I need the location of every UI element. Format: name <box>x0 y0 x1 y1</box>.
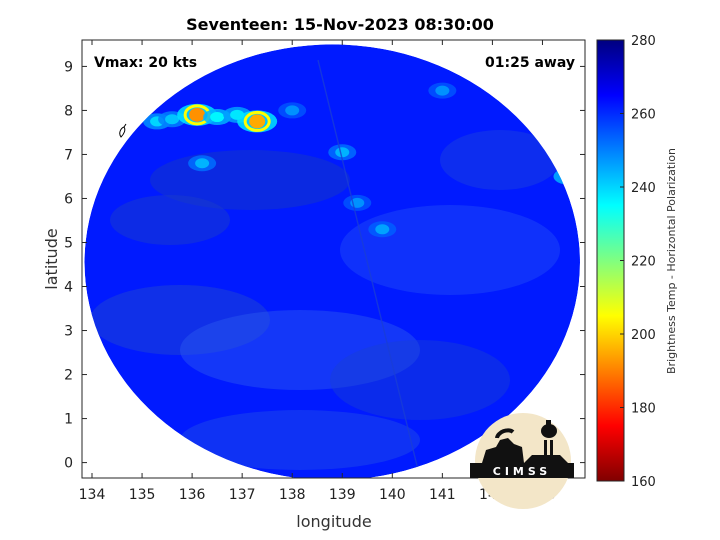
storm-track-marker-icon <box>119 123 127 138</box>
convective-features <box>143 82 580 238</box>
x-tick-label: 134 <box>79 487 106 503</box>
y-tick-label: 9 <box>64 59 73 75</box>
x-axis-label: longitude <box>296 512 371 531</box>
feature-core <box>189 107 206 122</box>
y-tick-label: 6 <box>64 191 73 207</box>
y-tick-label: 7 <box>64 147 73 163</box>
colorbar-tick-label: 280 <box>631 34 656 49</box>
y-tick-label: 0 <box>64 456 73 472</box>
feature-core <box>249 114 266 129</box>
colorbar <box>596 39 625 482</box>
colorbar-tick-label: 260 <box>631 108 656 123</box>
feature-core <box>210 112 225 123</box>
colorbar-ticks: 280 260 240 220 200 180 160 <box>620 34 656 490</box>
swath-seam <box>317 59 421 478</box>
feature-core <box>165 114 180 125</box>
x-tick-label: 137 <box>229 487 256 503</box>
colorbar-tick-label: 240 <box>631 181 656 196</box>
feature-core <box>375 224 390 235</box>
y-tick-label: 8 <box>64 103 73 119</box>
chart-title: Seventeen: 15-Nov-2023 08:30:00 <box>186 15 494 34</box>
axes-frame <box>81 39 586 479</box>
feature-core-ring <box>243 110 271 132</box>
y-tick-label: 4 <box>64 280 73 296</box>
colorbar-tick-label: 200 <box>631 328 656 343</box>
y-tick-label: 3 <box>64 324 73 340</box>
feature-core <box>435 85 450 96</box>
feature-core <box>335 147 350 158</box>
time-away-annotation: 01:25 away <box>485 55 575 71</box>
y-tick-label: 2 <box>64 368 73 384</box>
colorbar-tick-label: 220 <box>631 255 656 270</box>
y-axis-label: latitude <box>42 228 61 289</box>
y-tick-label: 5 <box>64 235 73 251</box>
x-tick-label: 139 <box>329 487 356 503</box>
x-tick-label: 138 <box>279 487 306 503</box>
feature-core <box>195 158 210 169</box>
brightness-temp-swath <box>84 44 580 478</box>
x-tick-label: 140 <box>379 487 406 503</box>
cimss-logo: CIMSS <box>470 413 574 509</box>
colorbar-label: Brightness Temp - Horizontal Polarizatio… <box>665 148 678 374</box>
colorbar-tick-label: 160 <box>631 475 656 490</box>
y-tick-label: 1 <box>64 412 73 428</box>
colorbar-tick-label: 180 <box>631 402 656 417</box>
feature-core <box>285 105 300 116</box>
x-tick-label: 135 <box>129 487 156 503</box>
y-axis-ticks: 0 1 2 3 4 5 6 7 8 9 <box>64 59 585 472</box>
x-tick-label: 136 <box>179 487 206 503</box>
vmax-annotation: Vmax: 20 kts <box>94 55 197 71</box>
logo-text: CIMSS <box>493 465 551 478</box>
x-tick-label: 141 <box>429 487 456 503</box>
